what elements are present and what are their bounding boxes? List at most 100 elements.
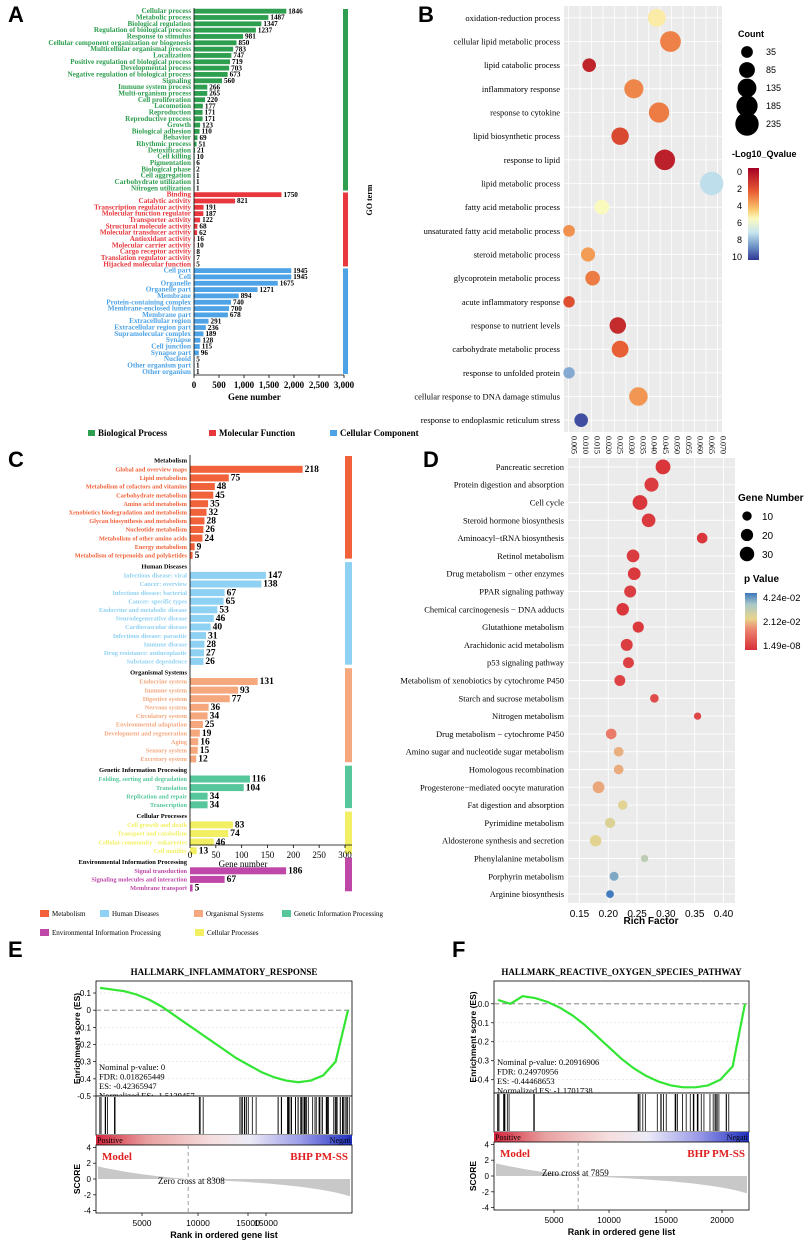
x-tick-label: 0.30	[656, 909, 676, 920]
bar	[194, 78, 222, 84]
value-label: 128	[202, 336, 213, 344]
data-point	[696, 532, 708, 544]
bar	[190, 589, 225, 597]
bar	[194, 141, 197, 147]
bar	[190, 838, 214, 846]
data-point	[660, 31, 681, 52]
value-label: 116	[252, 775, 266, 785]
category-label: Cellular community - eukaryotes	[98, 839, 187, 846]
size-legend-dot	[735, 112, 759, 136]
value-label: 53	[219, 606, 229, 616]
pathway-label: Fat digestion and absorption	[467, 800, 564, 810]
category-label: Translation regulator activity	[101, 254, 192, 262]
legend-label: Metabolism	[52, 910, 86, 918]
bar	[190, 775, 250, 783]
value-label: 1	[196, 172, 200, 180]
go-term-label: response to endoplasmic reticulum stress	[421, 415, 560, 425]
value-label: 16	[200, 737, 210, 747]
score-tick-label: 2	[87, 1159, 92, 1168]
data-point	[616, 603, 629, 616]
value-label: 46	[216, 614, 226, 624]
x-tick-label: 0.010	[581, 436, 590, 454]
value-label: 5	[195, 884, 200, 894]
value-label: 122	[202, 216, 213, 224]
bar	[190, 500, 209, 508]
value-label: 171	[205, 109, 216, 117]
bar	[190, 678, 258, 685]
value-label: 28	[206, 640, 216, 650]
x-tick-label: 0.25	[627, 909, 647, 920]
category-label: Response to stimulus	[127, 32, 192, 40]
bar	[190, 649, 204, 657]
legend-swatch	[88, 430, 95, 436]
category-label: Amino acid metabolism	[123, 501, 187, 508]
stats-line: Normalized ES: -1.1701738	[497, 1086, 593, 1096]
category-label: Extracellular region	[129, 317, 191, 325]
data-point	[589, 834, 602, 847]
size-legend-title: Gene Number	[738, 493, 804, 504]
data-point	[563, 296, 575, 308]
x-tick-label: 1,500	[259, 380, 280, 390]
go-term-label: response to nutrient levels	[471, 321, 560, 331]
data-point	[624, 585, 637, 598]
data-point	[693, 712, 702, 720]
value-label: 266	[209, 83, 220, 91]
group-header: Environmental Information Processing	[79, 859, 188, 866]
bar	[194, 293, 239, 299]
group-strip	[343, 268, 348, 374]
value-label: 131	[260, 677, 275, 687]
category-label: Molecular function regulator	[102, 210, 192, 218]
bar	[194, 97, 205, 103]
positive-label: Positive	[97, 1136, 123, 1145]
data-point	[624, 79, 644, 99]
pathway-label: Starch and sucrose metabolism	[458, 693, 564, 703]
score-axis-title: SCORE	[468, 1161, 478, 1192]
color-tick-label: 6	[737, 218, 742, 228]
category-label: Regulation of biological process	[94, 26, 191, 34]
go-term-axis-title: GO term	[365, 184, 374, 215]
value-label: 9	[197, 542, 202, 552]
value-label: 981	[245, 33, 256, 41]
go-term-label: acute inflammatory response	[462, 297, 560, 307]
bar	[194, 350, 199, 356]
category-label: Cell killing	[157, 153, 191, 161]
value-label: 218	[305, 465, 320, 475]
data-point	[650, 693, 659, 703]
value-label: 21	[197, 147, 205, 155]
value-label: 19	[202, 729, 212, 739]
category-label: Developmental process	[121, 64, 192, 72]
x-tick-label: 15000	[254, 1218, 278, 1228]
pathway-label: Progesterone−mediated oocyte maturation	[420, 782, 565, 792]
value-label: 7	[196, 254, 200, 262]
category-label: Cell motility	[154, 848, 188, 855]
legend-swatch	[282, 910, 291, 917]
category-label: Drug resistance: antineoplastic	[104, 650, 187, 657]
value-label: 1237	[258, 26, 273, 34]
bar	[194, 312, 228, 318]
value-label: 10	[197, 241, 205, 249]
group-header: Cellular Processes	[137, 813, 188, 820]
size-legend-title: Count	[738, 29, 764, 39]
value-label: 67	[227, 875, 237, 885]
x-tick-label: 2,000	[284, 380, 305, 390]
data-point	[629, 387, 648, 406]
value-label: 74	[230, 829, 240, 839]
x-tick-label: 15000	[236, 1218, 260, 1228]
category-label: Nitrogen utilization	[131, 184, 191, 192]
data-point	[623, 657, 634, 669]
size-legend-label: 30	[762, 550, 774, 561]
value-label: 40	[213, 623, 223, 633]
value-label: 69	[199, 134, 207, 142]
category-label: Aging	[171, 739, 188, 746]
data-point	[604, 817, 616, 829]
panel-c-kegg-barplot: C Metabolism Global and overview maps 218 Li…	[8, 447, 384, 937]
bar	[190, 534, 203, 542]
value-label: 62	[199, 229, 207, 237]
y-tick-label: -0.2	[77, 1041, 91, 1050]
positive-label: Positive	[495, 1133, 521, 1142]
bar	[190, 483, 215, 490]
pathway-label: Aldosterone synthesis and secretion	[442, 836, 565, 846]
data-point	[582, 58, 596, 72]
data-point	[647, 8, 666, 27]
category-label: Metabolism of other amino acids	[99, 535, 188, 542]
